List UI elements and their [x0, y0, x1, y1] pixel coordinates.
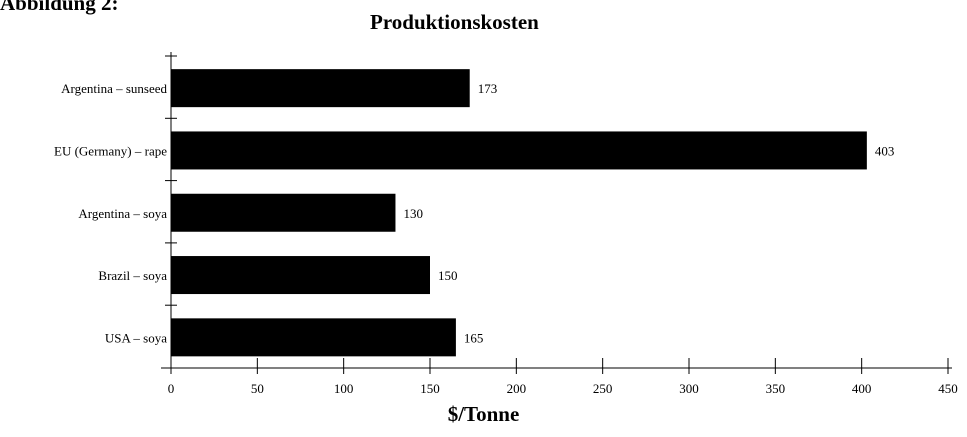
bar: [171, 318, 456, 357]
category-label: Brazil – soya: [98, 268, 167, 283]
bar: [171, 256, 430, 295]
x-axis-label: $/Tonne: [447, 402, 520, 426]
category-label: USA – soya: [105, 330, 167, 345]
category-label: Argentina – sunseed: [61, 81, 167, 96]
bar-value-label: 165: [464, 330, 484, 345]
x-tick-label: 450: [938, 381, 958, 396]
category-label: EU (Germany) – rape: [54, 143, 167, 158]
x-tick-label: 50: [251, 381, 264, 396]
bar-value-label: 130: [403, 206, 423, 221]
bar-value-label: 173: [478, 81, 498, 96]
y-axis: [165, 52, 177, 368]
chart-title: Produktionskosten: [370, 10, 539, 34]
category-label: Argentina – soya: [78, 206, 167, 221]
x-tick-label: 400: [852, 381, 872, 396]
x-tick-label: 300: [679, 381, 699, 396]
x-tick-label: 0: [168, 381, 175, 396]
x-tick-label: 100: [334, 381, 354, 396]
bar-value-label: 403: [875, 143, 895, 158]
bar: [171, 131, 867, 170]
bars-group: [171, 69, 867, 357]
page-heading: Abbildung 2:: [0, 0, 119, 15]
x-tick-label: 250: [593, 381, 613, 396]
x-tick-label: 350: [766, 381, 786, 396]
x-tick-label: 150: [420, 381, 440, 396]
bar: [171, 69, 470, 108]
bar-value-label: 150: [438, 268, 458, 283]
bar: [171, 193, 396, 232]
x-axis: 0 50 100 150 200 250 300 350 400 450: [161, 358, 958, 396]
value-labels-group: 173 403 130 150 165: [403, 81, 894, 345]
category-labels-group: Argentina – sunseed EU (Germany) – rape Ar…: [54, 81, 167, 345]
x-tick-label: 200: [507, 381, 527, 396]
